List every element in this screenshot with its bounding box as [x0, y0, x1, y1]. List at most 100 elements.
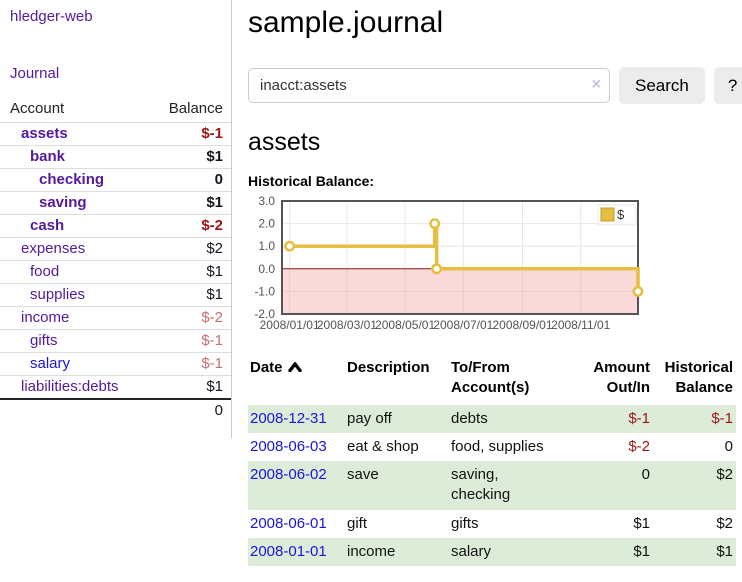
sidebar: hledger-web Journal Account Balance asse… [0, 0, 232, 582]
svg-text:0.0: 0.0 [258, 262, 275, 276]
accounts-header-account: Account [10, 100, 65, 117]
brand-link[interactable]: hledger-web [10, 8, 93, 25]
transaction-date-link[interactable]: 2008-06-02 [250, 466, 327, 483]
transaction-description: gift [347, 514, 368, 532]
transaction-description: pay off [347, 409, 392, 427]
transaction-amount: $-1 [628, 409, 650, 427]
account-link-salary[interactable]: salary [30, 355, 71, 372]
register-row: 2008-01-01 income salary $1 $1 [248, 537, 736, 566]
transaction-description: save [347, 466, 379, 483]
clear-search-icon[interactable]: × [591, 76, 601, 93]
register-header-date-label: Date [250, 359, 283, 376]
svg-text:2008/07/01: 2008/07/01 [433, 318, 493, 332]
svg-text:-2.0: -2.0 [254, 307, 275, 321]
account-link-assets[interactable]: assets [21, 125, 68, 142]
register-header-amount: Amount Out/In [593, 359, 650, 397]
account-balance-saving: $1 [143, 191, 232, 215]
help-button[interactable]: ? [713, 67, 742, 104]
account-link-cash[interactable]: cash [30, 217, 65, 234]
accounts-table: Account Balance assets $-1 bank $1 check… [0, 97, 232, 422]
accounts-header-balance: Balance [168, 100, 223, 117]
account-row-saving: saving $1 [0, 191, 232, 215]
page-title: sample.journal [248, 6, 444, 39]
svg-text:2008/09/01: 2008/09/01 [492, 318, 552, 332]
account-link-liabilities-debts[interactable]: liabilities:debts [21, 378, 119, 395]
account-link-gifts[interactable]: gifts [30, 332, 58, 349]
account-row-checking: checking 0 [0, 168, 232, 192]
svg-text:2.0: 2.0 [258, 217, 275, 231]
account-row-assets: assets $-1 [0, 122, 232, 146]
nav-journal-link[interactable]: Journal [10, 65, 60, 82]
sidebar-divider [231, 0, 232, 438]
search-form: × Search ? [248, 67, 742, 104]
svg-text:-1.0: -1.0 [254, 284, 275, 298]
transaction-date-link[interactable]: 2008-12-31 [250, 409, 327, 427]
accounts-total-row: 0 [0, 398, 232, 422]
account-balance-liabilities-debts: $1 [143, 375, 232, 399]
account-page-title: assets [248, 128, 321, 156]
transaction-amount: $-2 [628, 437, 650, 455]
register-header-balance: Historical Balance [664, 359, 733, 397]
account-balance-expenses: $2 [143, 237, 232, 261]
account-balance-food: $1 [143, 260, 232, 284]
register-table: Date Description To/From Account(s) Amou… [248, 356, 736, 566]
account-link-food[interactable]: food [30, 263, 60, 280]
account-row-salary: salary $-1 [0, 352, 232, 376]
register-header-description: Description [347, 359, 430, 376]
account-link-bank[interactable]: bank [30, 148, 66, 165]
transaction-description: eat & shop [347, 437, 419, 455]
account-row-gifts: gifts $-1 [0, 329, 232, 353]
register-header-row: Date Description To/From Account(s) Amou… [248, 356, 736, 405]
transaction-date-link[interactable]: 2008-06-01 [250, 514, 327, 532]
account-balance-checking: 0 [143, 168, 232, 192]
register-row: 2008-06-03 eat & shop food, supplies $-2… [248, 433, 736, 461]
account-row-bank: bank $1 [0, 145, 232, 169]
transaction-accounts: saving, checking [451, 466, 511, 504]
transaction-amount: $1 [633, 514, 650, 532]
chart-canvas: $3.0 2.0 1.0 0.0 -1.0 -2.02008/01/012008/03/0… [254, 194, 644, 332]
sort-ascending-icon [287, 358, 302, 378]
account-balance-income: $-2 [143, 306, 232, 330]
account-balance-salary: $-1 [143, 352, 232, 376]
svg-text:2008/11/01: 2008/11/01 [551, 318, 610, 332]
transaction-balance: $2 [716, 514, 733, 532]
register-header-tofrom: To/From Account(s) [451, 359, 530, 397]
transaction-date-link[interactable]: 2008-01-01 [250, 542, 327, 560]
account-balance-gifts: $-1 [143, 329, 232, 353]
transaction-amount: $1 [633, 542, 650, 560]
transaction-accounts: debts [451, 409, 488, 427]
svg-text:3.0: 3.0 [258, 196, 275, 208]
account-balance-assets: $-1 [143, 122, 232, 146]
account-row-expenses: expenses $2 [0, 237, 232, 261]
transaction-accounts: food, supplies [451, 437, 544, 455]
accounts-header-row: Account Balance [0, 97, 232, 123]
transaction-balance: $2 [716, 466, 733, 483]
register-row: 2008-12-31 pay off debts $-1 $-1 [248, 404, 736, 433]
historical-balance-chart: $3.0 2.0 1.0 0.0 -1.0 -2.0 2008/01/01 2008/03/0… [246, 194, 736, 343]
svg-text:1.0: 1.0 [258, 239, 275, 253]
transaction-accounts: gifts [451, 514, 479, 532]
account-row-supplies: supplies $1 [0, 283, 232, 307]
chart-title: Historical Balance: [248, 173, 375, 189]
svg-text:2008/03/01: 2008/03/01 [317, 318, 377, 332]
account-link-saving[interactable]: saving [39, 194, 87, 211]
account-link-income[interactable]: income [21, 309, 70, 326]
transaction-date-link[interactable]: 2008-06-03 [250, 437, 327, 455]
svg-text:$: $ [617, 207, 625, 222]
transaction-balance: $1 [716, 542, 733, 560]
register-row: 2008-06-01 gift gifts $1 $2 [248, 510, 736, 538]
transaction-balance: 0 [724, 437, 733, 455]
search-button[interactable]: Search [619, 67, 705, 104]
account-balance-bank: $1 [143, 145, 232, 169]
register-header-date[interactable]: Date [248, 356, 345, 405]
account-link-supplies[interactable]: supplies [30, 286, 86, 303]
svg-text:2008/05/01: 2008/05/01 [375, 318, 435, 332]
account-link-expenses[interactable]: expenses [21, 240, 86, 257]
account-link-checking[interactable]: checking [39, 171, 105, 188]
search-input[interactable] [248, 68, 610, 103]
main-content: sample.journal × Search ? assets Histori… [232, 0, 742, 566]
transaction-accounts: salary [451, 542, 492, 560]
account-row-food: food $1 [0, 260, 232, 284]
svg-text:2008/01/01: 2008/01/01 [260, 318, 320, 332]
transaction-description: income [347, 542, 396, 560]
